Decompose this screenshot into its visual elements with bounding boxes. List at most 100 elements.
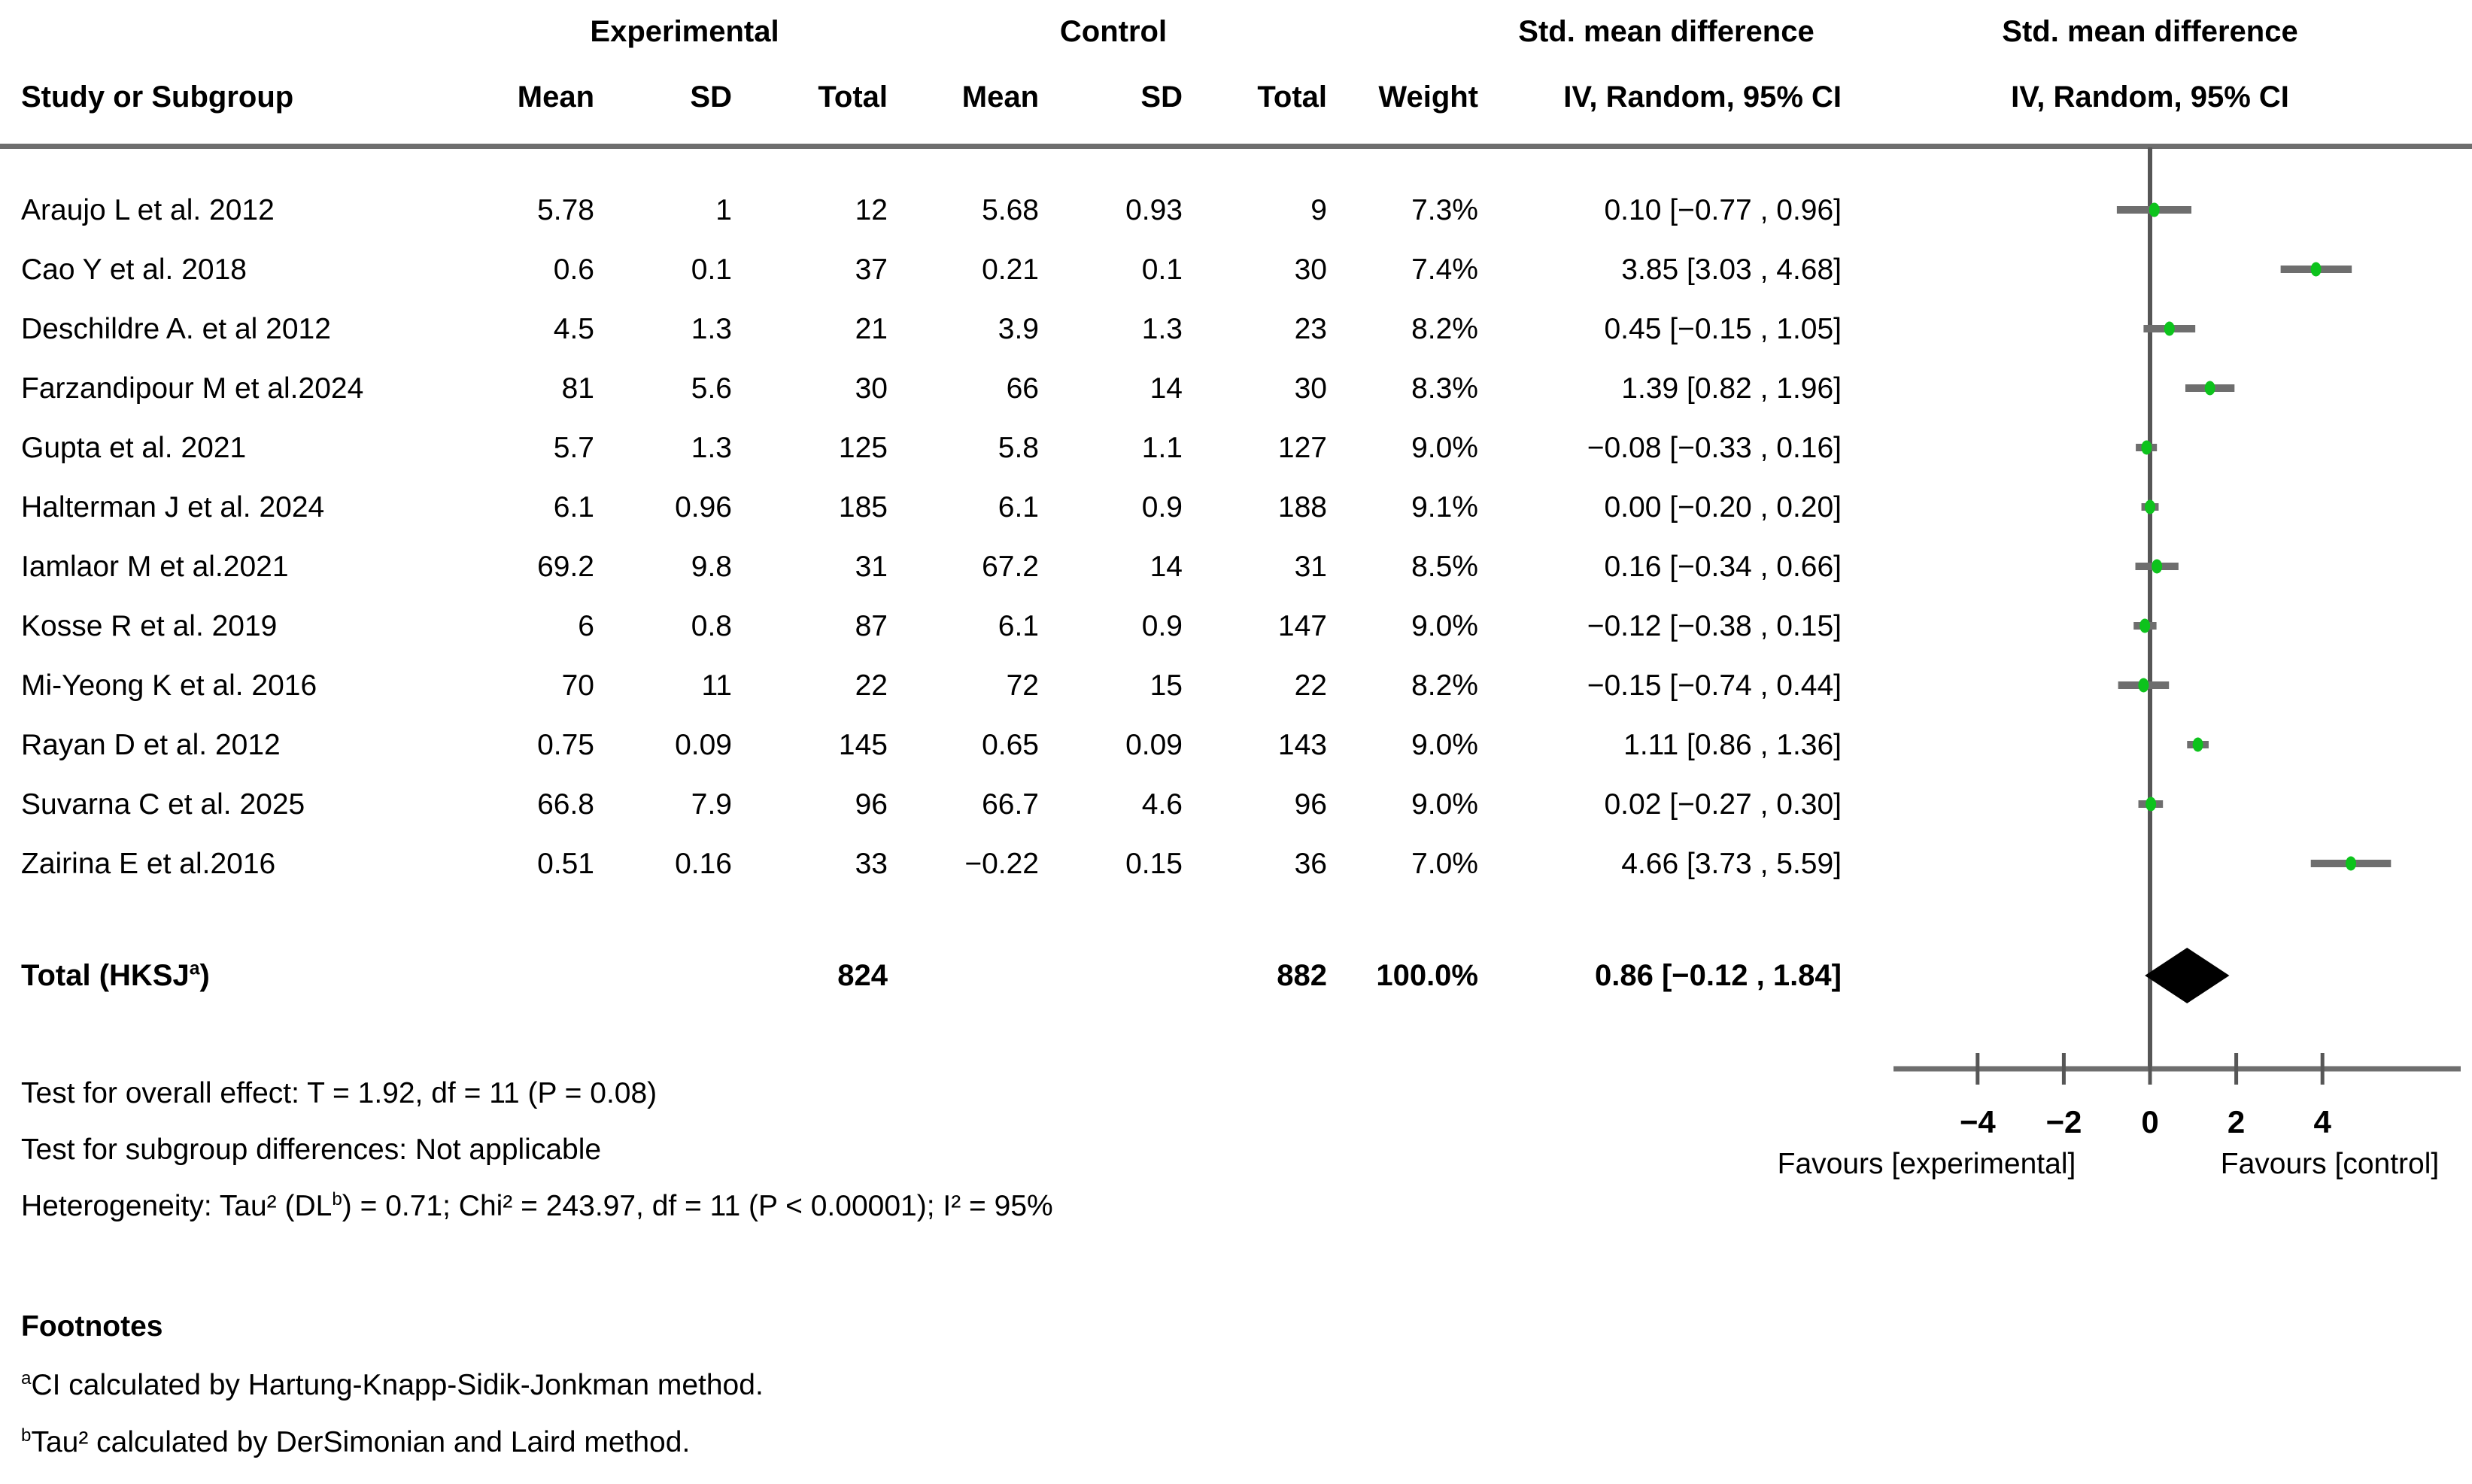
ci-text-cell: −0.08 [−0.33 , 0.16] [1587,432,1842,464]
ctl-mean-cell: 5.8 [998,432,1039,464]
total-exp-n: 824 [837,959,888,992]
exp-sd-cell: 0.8 [691,610,732,642]
ctl-total-cell: 96 [1294,788,1327,821]
point-estimate-marker [2310,262,2322,277]
axis-tick-label: 0 [2141,1104,2158,1140]
ctl-sd-cell: 15 [1149,669,1183,702]
exp-total-cell: 185 [838,491,888,523]
study-name-cell: Iamlaor M et al.2021 [21,551,289,583]
study-row: Deschildre A. et al 2012 4.5 1.3 21 3.9 1.3 23… [0,299,1851,359]
ci-text-cell: 1.11 [0.86 , 1.36] [1623,729,1842,761]
study-name-cell: Suvarna C et al. 2025 [21,788,305,821]
ci-text-cell: −0.15 [−0.74 , 0.44] [1587,669,1842,702]
axis-tick-label: −4 [1960,1104,1997,1140]
ci-text-cell: 0.10 [−0.77 , 0.96] [1604,194,1842,226]
point-estimate-marker [2145,499,2155,514]
footnote-b: bTau² calculated by DerSimonian and Lair… [21,1425,691,1458]
exp-mean-cell: 6.1 [553,491,594,523]
ctl-sd-cell: 1.3 [1141,313,1183,345]
weight-cell: 9.0% [1411,729,1478,761]
ctl-mean-cell: 6.1 [998,491,1039,523]
favours-control-label: Favours [control] [2221,1148,2439,1180]
study-row: Cao Y et al. 2018 0.6 0.1 37 0.21 0.1 30 7.4% 3.… [0,240,1851,299]
exp-mean-cell: 70 [561,669,594,702]
ctl-sd-cell: 0.9 [1141,491,1183,523]
point-estimate-marker [2346,856,2357,871]
point-estimate-marker [2146,797,2157,812]
axis-tick-label: 2 [2228,1104,2245,1140]
column-header-row: Study or Subgroup Mean SD Total Mean SD … [0,68,1851,127]
favours-experimental-label: Favours [experimental] [1778,1148,2076,1180]
axis-tick-label: −2 [2045,1104,2082,1140]
ctl-sd-cell: 0.15 [1125,848,1183,880]
ctl-total-cell: 30 [1294,372,1327,405]
header-divider [0,144,2472,149]
total-diamond [2145,948,2230,1003]
exp-mean-cell: 66.8 [537,788,594,821]
study-name-cell: Cao Y et al. 2018 [21,253,247,286]
ctl-mean-cell: −0.22 [964,848,1039,880]
study-row: Kosse R et al. 2019 6 0.8 87 6.1 0.9 147 9.0% −0… [0,596,1851,656]
col-header-ctl-mean: Mean [961,80,1039,114]
study-row: Farzandipour M et al.2024 81 5.6 30 66 14 30 8.… [0,359,1851,418]
ctl-sd-cell: 1.1 [1141,432,1183,464]
exp-mean-cell: 69.2 [537,551,594,583]
ci-text-cell: 0.02 [−0.27 , 0.30] [1604,788,1842,821]
ctl-total-cell: 127 [1277,432,1327,464]
exp-mean-cell: 4.5 [553,313,594,345]
ctl-sd-cell: 4.6 [1141,788,1183,821]
ci-text-cell: 0.16 [−0.34 , 0.66] [1604,551,1842,583]
ctl-total-cell: 22 [1294,669,1327,702]
exp-sd-cell: 5.6 [691,372,732,405]
study-name-cell: Gupta et al. 2021 [21,432,247,464]
study-name-cell: Rayan D et al. 2012 [21,729,281,761]
ctl-mean-cell: 5.68 [982,194,1039,226]
weight-cell: 9.1% [1411,491,1478,523]
ctl-total-cell: 36 [1294,848,1327,880]
ctl-sd-cell: 0.9 [1141,610,1183,642]
exp-total-cell: 30 [855,372,888,405]
group-header-control: Control [1059,15,1168,48]
ctl-mean-cell: 0.65 [982,729,1039,761]
exp-mean-cell: 81 [561,372,594,405]
ci-text-cell: 4.66 [3.73 , 5.59] [1621,848,1842,880]
ctl-mean-cell: 0.21 [982,253,1039,286]
exp-mean-cell: 6 [578,610,594,642]
col-header-exp-sd: SD [690,80,732,114]
study-name-cell: Araujo L et al. 2012 [21,194,275,226]
point-estimate-marker [2138,678,2149,693]
exp-total-cell: 12 [855,194,888,226]
study-row: Mi-Yeong K et al. 2016 70 11 22 72 15 22 8.2% −0… [0,656,1851,715]
exp-sd-cell: 7.9 [691,788,732,821]
exp-sd-cell: 9.8 [691,551,732,583]
ctl-sd-cell: 14 [1149,372,1183,405]
col-header-exp-mean: Mean [517,80,594,114]
ctl-total-cell: 147 [1277,610,1327,642]
exp-total-cell: 21 [855,313,888,345]
point-estimate-marker [2139,618,2151,633]
exp-sd-cell: 11 [701,669,733,702]
heterogeneity-stats: Heterogeneity: Tau² (DLb) = 0.71; Chi² =… [21,1189,1053,1222]
exp-total-cell: 125 [838,432,888,464]
col-header-ci-right: IV, Random, 95% CI [2011,80,2289,114]
ctl-mean-cell: 72 [1006,669,1039,702]
weight-cell: 8.3% [1411,372,1478,405]
ci-text-cell: 0.00 [−0.20 , 0.20] [1604,491,1842,523]
point-estimate-marker [2192,737,2203,752]
study-name-cell: Deschildre A. et al 2012 [21,313,331,345]
weight-cell: 8.2% [1411,313,1478,345]
col-header-ci-left: IV, Random, 95% CI [1563,80,1842,114]
ctl-sd-cell: 0.1 [1141,253,1183,286]
total-ctl-n: 882 [1277,959,1327,992]
exp-total-cell: 37 [855,253,888,286]
exp-sd-cell: 0.96 [675,491,732,523]
group-header-smd-left: Std. mean difference [1518,15,1815,48]
study-row: Gupta et al. 2021 5.7 1.3 125 5.8 1.1 127 9.0% −… [0,418,1851,478]
study-row: Suvarna C et al. 2025 66.8 7.9 96 66.7 4.6 96 9… [0,775,1851,834]
point-estimate-marker [2152,559,2163,574]
ctl-sd-cell: 0.93 [1125,194,1183,226]
exp-sd-cell: 0.09 [675,729,732,761]
study-row: Halterman J et al. 2024 6.1 0.96 185 6.1 0.9 1… [0,478,1851,537]
exp-total-cell: 31 [855,551,888,583]
study-row: Iamlaor M et al.2021 69.2 9.8 31 67.2 14 31 8.5… [0,537,1851,596]
